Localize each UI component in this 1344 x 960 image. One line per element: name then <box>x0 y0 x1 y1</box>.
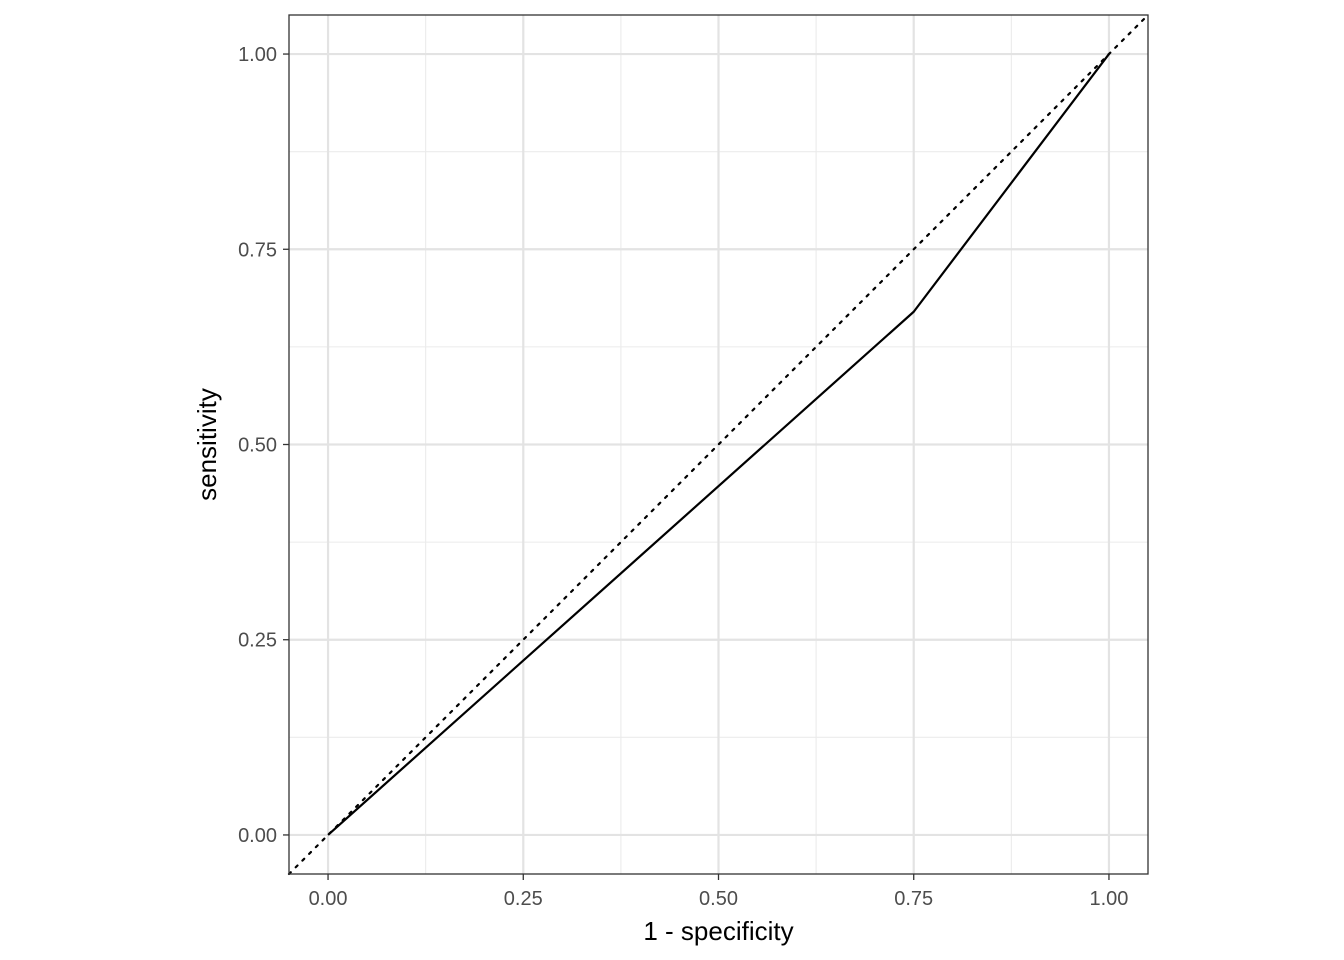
x-tick-label: 1.00 <box>1089 888 1128 910</box>
y-tick-label: 1.00 <box>238 44 277 66</box>
x-axis: 0.00 0.25 0.50 0.75 1.00 <box>309 874 1128 910</box>
x-tick-label: 0.25 <box>504 888 543 910</box>
y-tick-label: 0.50 <box>238 435 277 457</box>
reference-diagonal <box>287 13 1150 876</box>
x-axis-title: 1 - specificity <box>643 916 793 946</box>
roc-curve-line <box>327 53 1110 836</box>
x-tick-label: 0.50 <box>699 888 738 910</box>
x-tick-label: 0.75 <box>894 888 933 910</box>
reference-line <box>287 13 1150 876</box>
y-tick-label: 0.75 <box>238 239 277 261</box>
x-tick-label: 0.00 <box>309 888 348 910</box>
y-tick-label: 0.25 <box>238 630 277 652</box>
series-layer <box>327 53 1110 836</box>
y-axis-title: sensitivity <box>192 388 222 501</box>
y-axis: 0.00 0.25 0.50 0.75 1.00 <box>238 44 289 847</box>
y-tick-label: 0.00 <box>238 825 277 847</box>
